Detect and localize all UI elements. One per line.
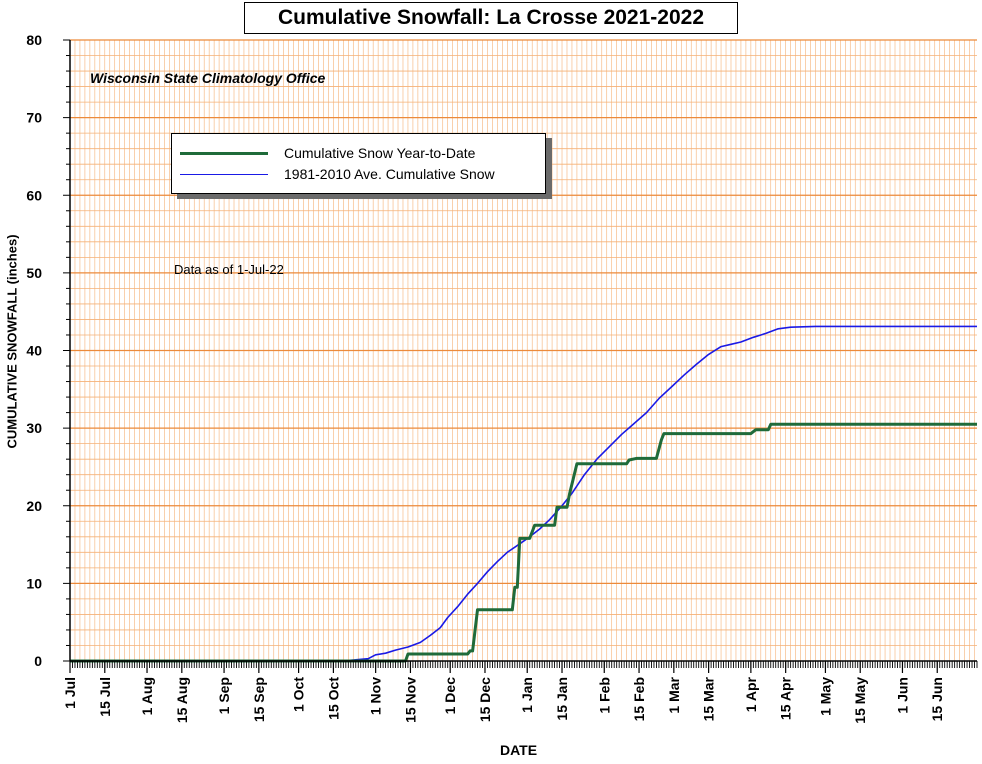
x-tick-label: 1 Jan: [519, 677, 535, 713]
y-axis-ticks: 0 10 20 30 40 50 60 70 80: [26, 32, 70, 669]
x-tick-label: 15 Oct: [325, 677, 341, 720]
grid-minor-horizontal: [70, 55, 977, 646]
x-tick-label: 1 Mar: [666, 676, 682, 713]
x-tick-label: 15 Mar: [701, 676, 717, 721]
legend-item-ytd: Cumulative Snow Year-to-Date: [180, 143, 475, 163]
x-tick-label: 1 Aug: [139, 677, 155, 715]
legend-swatch-average: [180, 173, 268, 175]
y-tick-label: 50: [26, 265, 42, 281]
series-line-ytd: [70, 422, 977, 663]
x-tick-label: 1 Sep: [216, 677, 232, 714]
x-tick-label: 1 Oct: [291, 677, 307, 712]
x-tick-label: 15 May: [852, 677, 868, 724]
x-tick-label: 1 Dec: [442, 677, 458, 715]
y-tick-label: 10: [26, 575, 42, 591]
legend-label-average: 1981-2010 Ave. Cumulative Snow: [284, 166, 495, 182]
x-tick-label: 15 Apr: [778, 676, 794, 720]
x-tick-label: 1 Nov: [368, 677, 384, 715]
x-tick-label: 15 Jun: [929, 677, 945, 721]
x-tick-label: 1 May: [817, 677, 833, 716]
x-tick-label: 15 Jul: [97, 677, 113, 717]
x-tick-label: 1 Jun: [894, 677, 910, 714]
x-tick-label: 15 Nov: [402, 677, 418, 723]
legend-swatch-ytd: [180, 151, 268, 155]
data-date-annotation: Data as of 1-Jul-22: [174, 262, 284, 277]
series-lines: [70, 325, 977, 663]
x-tick-label: 15 Jan: [554, 677, 570, 721]
x-axis-label: DATE: [500, 742, 538, 758]
y-tick-label: 80: [26, 32, 42, 48]
x-tick-label: 15 Sep: [251, 677, 267, 722]
x-tick-label: 15 Dec: [477, 677, 493, 722]
chart-title: Cumulative Snowfall: La Crosse 2021-2022: [244, 2, 738, 34]
y-tick-label: 30: [26, 420, 42, 436]
y-tick-label: 40: [26, 343, 42, 359]
x-axis-minor-ticks: [69, 661, 978, 668]
x-tick-label: 15 Feb: [631, 677, 647, 721]
y-tick-label: 20: [26, 498, 42, 514]
x-tick-label: 1 Jul: [62, 677, 78, 709]
x-axis-ticks: 1 Jul 15 Jul 1 Aug 15 Aug 1 Sep 15 Sep 1 Oct 15…: [62, 661, 945, 724]
y-tick-label: 70: [26, 110, 42, 126]
grid-major-horizontal: [70, 39, 977, 584]
x-tick-label: 1 Feb: [596, 677, 612, 714]
x-tick-label: 1 Apr: [743, 676, 759, 712]
x-tick-label: 15 Aug: [174, 677, 190, 723]
legend: Cumulative Snow Year-to-Date 1981-2010 A…: [171, 133, 546, 194]
legend-item-average: 1981-2010 Ave. Cumulative Snow: [180, 164, 495, 184]
y-tick-label: 0: [34, 653, 42, 669]
y-axis-label: CUMULATIVE SNOWFALL (inches): [4, 234, 20, 449]
source-note: Wisconsin State Climatology Office: [90, 70, 326, 86]
y-tick-label: 60: [26, 187, 42, 203]
legend-label-ytd: Cumulative Snow Year-to-Date: [284, 145, 476, 161]
